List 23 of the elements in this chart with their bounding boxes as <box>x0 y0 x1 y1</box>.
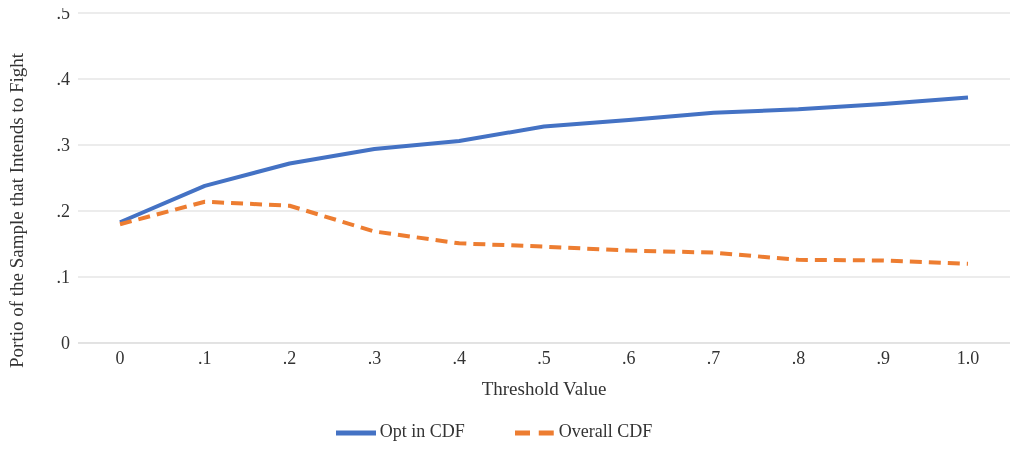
line-series <box>118 95 970 225</box>
x-tick-label: .4 <box>452 347 466 368</box>
x-tick-label: .5 <box>537 347 551 368</box>
x-axis-title: Threshold Value <box>481 378 607 399</box>
y-axis-title: Portio of the Sample that Intends to Fight <box>5 52 27 368</box>
legend-label: Opt in CDF <box>379 421 465 442</box>
line-series <box>118 199 970 266</box>
x-tick-label: 1.0 <box>956 347 980 368</box>
y-tick-label: .2 <box>56 201 70 222</box>
x-tick-label: .9 <box>876 347 890 368</box>
x-tick-label: .8 <box>791 347 806 368</box>
legend-label: Overall CDF <box>558 421 653 442</box>
y-tick-label: .1 <box>56 267 70 288</box>
x-tick-label: .7 <box>706 347 721 368</box>
y-tick-label: 0 <box>61 333 70 354</box>
x-tick-label: .2 <box>282 347 297 368</box>
x-tick-label: .3 <box>367 347 382 368</box>
y-tick-label: .4 <box>56 69 70 90</box>
y-tick-label: .5 <box>56 3 70 24</box>
x-tick-label: 0 <box>115 347 125 368</box>
x-tick-label: .1 <box>198 347 212 368</box>
y-tick-label: .3 <box>56 135 70 156</box>
x-tick-label: .6 <box>622 347 636 368</box>
